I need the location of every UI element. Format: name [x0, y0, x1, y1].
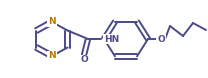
Text: O: O — [80, 56, 88, 65]
Text: HN: HN — [104, 34, 119, 44]
Text: N: N — [48, 51, 56, 61]
Text: N: N — [48, 17, 56, 27]
Text: O: O — [157, 34, 165, 44]
